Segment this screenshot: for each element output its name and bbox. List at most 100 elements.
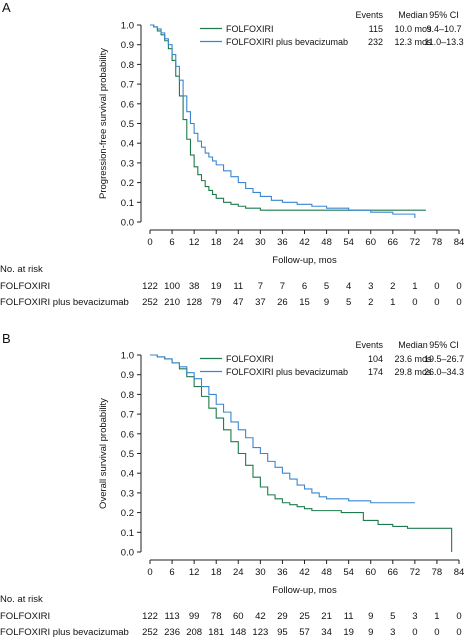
x-tick-label: 78 [432, 567, 443, 578]
y-tick-label: 0.0 [121, 218, 134, 229]
at-risk-count: 2 [368, 297, 373, 308]
at-risk-count: 34 [321, 627, 332, 638]
y-tick-label: 0.0 [121, 548, 134, 559]
y-tick-label: 0.2 [121, 178, 134, 189]
at-risk-count: 99 [189, 611, 200, 622]
x-tick-label: 66 [387, 237, 398, 248]
y-tick-label: 0.9 [121, 40, 134, 51]
at-risk-count: 78 [211, 611, 222, 622]
legend-series-ci: 19.5–26.7 [424, 354, 464, 364]
x-tick-label: 84 [454, 237, 465, 248]
x-tick-label: 54 [343, 237, 354, 248]
at-risk-count: 123 [252, 627, 268, 638]
x-tick-label: 36 [277, 237, 288, 248]
legend-header-ci: 95% CI [429, 10, 459, 20]
km-curve-folfoxiri [150, 24, 426, 211]
at-risk-count: 5 [390, 611, 395, 622]
at-risk-count: 100 [164, 281, 180, 292]
at-risk-count: 4 [346, 281, 351, 292]
legend-series-ci: 26.0–34.3 [424, 367, 464, 377]
legend-series-events: 104 [368, 354, 383, 364]
legend-header-events: Events [355, 10, 383, 20]
at-risk-count: 19 [343, 627, 354, 638]
x-axis-title: Follow-up, mos [272, 255, 337, 266]
at-risk-count: 38 [189, 281, 200, 292]
at-risk-count: 0 [456, 627, 461, 638]
at-risk-count: 1 [412, 281, 417, 292]
legend-series-name: FOLFOXIRI [226, 354, 274, 364]
y-tick-label: 0.9 [121, 370, 134, 381]
at-risk-count: 3 [412, 611, 417, 622]
x-tick-label: 12 [189, 567, 200, 578]
y-tick-label: 1.0 [121, 21, 134, 32]
legend-series-events: 174 [368, 367, 383, 377]
x-tick-label: 72 [410, 237, 421, 248]
at-risk-count: 113 [164, 611, 179, 622]
x-axis-title: Follow-up, mos [272, 585, 337, 596]
at-risk-count: 128 [186, 297, 202, 308]
at-risk-count: 37 [255, 297, 266, 308]
x-tick-label: 30 [255, 237, 266, 248]
at-risk-count: 9 [368, 611, 373, 622]
x-tick-label: 60 [365, 567, 376, 578]
at-risk-count: 19 [211, 281, 222, 292]
km-curve-folfoxiri-bev [150, 24, 416, 219]
at-risk-count: 3 [368, 281, 373, 292]
at-risk-count: 26 [277, 297, 288, 308]
x-tick-label: 18 [211, 237, 222, 248]
at-risk-count: 0 [456, 297, 461, 308]
y-tick-label: 0.7 [121, 410, 134, 421]
x-tick-label: 72 [410, 567, 421, 578]
at-risk-count: 1 [434, 611, 439, 622]
at-risk-count: 47 [233, 297, 244, 308]
at-risk-count: 0 [412, 297, 417, 308]
at-risk-count: 210 [164, 297, 180, 308]
x-tick-label: 0 [147, 567, 152, 578]
at-risk-count: 236 [164, 627, 180, 638]
at-risk-count: 95 [277, 627, 288, 638]
y-axis-title: Overall survival probability [98, 398, 109, 509]
x-tick-label: 54 [343, 567, 354, 578]
y-tick-label: 0.6 [121, 429, 134, 440]
y-tick-label: 0.3 [121, 488, 134, 499]
panel-label: B [2, 331, 11, 346]
at-risk-count: 0 [456, 611, 461, 622]
at-risk-count: 42 [255, 611, 266, 622]
at-risk-row-label: FOLFOXIRI plus bevacizumab [0, 297, 129, 308]
at-risk-row-label: FOLFOXIRI [0, 281, 50, 292]
legend-series-median: 29.8 mos [394, 367, 432, 377]
x-tick-label: 12 [189, 237, 200, 248]
x-tick-label: 6 [169, 567, 174, 578]
y-tick-label: 0.5 [121, 119, 134, 130]
at-risk-count: 3 [390, 627, 395, 638]
at-risk-count: 9 [368, 627, 373, 638]
at-risk-count: 148 [230, 627, 246, 638]
x-tick-label: 60 [365, 237, 376, 248]
legend-series-ci: 9.4–10.7 [426, 24, 461, 34]
at-risk-count: 25 [299, 611, 310, 622]
at-risk-count: 5 [324, 281, 329, 292]
at-risk-count: 0 [434, 627, 439, 638]
km-curve-folfoxiri [150, 354, 453, 552]
x-tick-label: 42 [299, 237, 310, 248]
legend-header-ci: 95% CI [429, 340, 459, 350]
at-risk-count: 252 [142, 627, 158, 638]
at-risk-count: 1 [390, 297, 395, 308]
y-tick-label: 0.5 [121, 449, 134, 460]
at-risk-count: 29 [277, 611, 288, 622]
at-risk-count: 0 [412, 627, 417, 638]
at-risk-count: 57 [299, 627, 310, 638]
at-risk-title: No. at risk [0, 594, 43, 605]
x-tick-label: 48 [321, 237, 332, 248]
legend-header-events: Events [355, 340, 383, 350]
at-risk-count: 208 [186, 627, 202, 638]
legend-series-name: FOLFOXIRI [226, 24, 274, 34]
legend-series-median: 12.3 mos [394, 37, 432, 47]
y-tick-label: 0.8 [121, 390, 134, 401]
at-risk-count: 0 [434, 297, 439, 308]
at-risk-count: 122 [142, 611, 158, 622]
legend-series-name: FOLFOXIRI plus bevacizumab [226, 367, 348, 377]
at-risk-count: 9 [324, 297, 329, 308]
at-risk-count: 2 [390, 281, 395, 292]
